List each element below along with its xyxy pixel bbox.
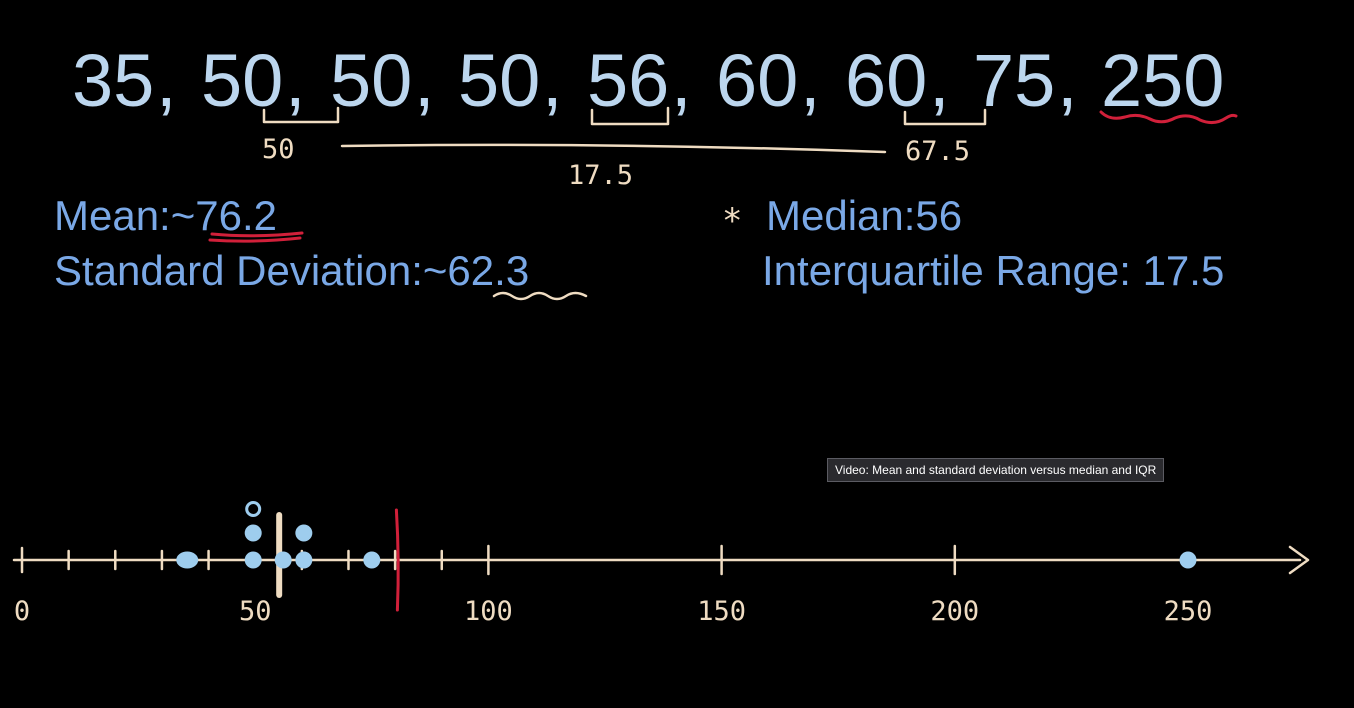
q1-label: 50 — [262, 134, 295, 165]
data-point — [295, 524, 313, 542]
axis-arrowhead — [1288, 545, 1310, 575]
data-point — [295, 551, 313, 569]
iqr-label: 17.5 — [568, 160, 633, 191]
dataset-value: 60 — [845, 39, 927, 122]
data-point — [274, 551, 292, 569]
dataset-value: 75 — [973, 39, 1055, 122]
number-line: 0 50 100 150 200 250 — [12, 501, 1310, 627]
axis-tick-label: 0 — [14, 596, 30, 627]
data-point — [245, 501, 262, 517]
sd-line: Standard Deviation:~62.3 — [54, 247, 529, 294]
dataset-comma: , — [285, 39, 306, 122]
outlier-underline — [1099, 110, 1238, 125]
axis-tick-label: 100 — [464, 596, 513, 627]
median-value: 56 — [915, 192, 962, 239]
axis-tick-label: 150 — [697, 596, 746, 627]
sd-squiggle — [492, 291, 588, 301]
quartile-annotations: 50 67.5 17.5 — [262, 106, 1238, 191]
data-point — [244, 524, 262, 542]
sd-label: Standard Deviation: — [54, 247, 423, 294]
dataset-comma: , — [929, 39, 950, 122]
mean-underline — [208, 231, 304, 243]
dataset-value: 56 — [587, 39, 669, 122]
dataset-value: 250 — [1101, 39, 1224, 122]
q1-bracket — [262, 106, 340, 124]
dataset-value: 60 — [716, 39, 798, 122]
axis-tick-labels: 0 50 100 150 200 250 — [14, 596, 1213, 627]
axis-tick-label: 250 — [1164, 596, 1213, 627]
q3-bracket — [903, 108, 987, 126]
iqr-span-line — [340, 143, 887, 154]
iqr-text: Interquartile Range: 17.5 — [762, 247, 1224, 294]
dataset-comma: , — [800, 39, 821, 122]
dataset-comma: , — [414, 39, 435, 122]
axis-tick-label: 200 — [930, 596, 979, 627]
data-points — [176, 501, 1197, 569]
axis-tick-label: 50 — [239, 596, 272, 627]
median-bracket — [590, 106, 670, 126]
dataset-comma: , — [156, 39, 177, 122]
dataset-comma: , — [1057, 39, 1078, 122]
dataset-value: 50 — [458, 39, 540, 122]
asterisk-mark: * — [722, 201, 742, 241]
median-label: Median: — [766, 192, 915, 239]
dataset-comma: , — [542, 39, 563, 122]
mean-label: Mean: — [54, 192, 171, 239]
dataset-value: 35 — [72, 39, 154, 122]
data-point — [176, 551, 199, 569]
dataset-comma: , — [671, 39, 692, 122]
dataset-value: 50 — [330, 39, 412, 122]
mean-marker — [394, 508, 400, 612]
stats-panel: Mean:~76.2 Standard Deviation:~62.3 * Me… — [54, 192, 1224, 301]
median-line: Median:56 — [766, 192, 962, 239]
mean-line: Mean:~76.2 — [54, 192, 277, 239]
data-point — [244, 551, 262, 569]
dataset-row: 35 , 50 , 50 , 50 , 56 , 60 , 60 , 75 , … — [72, 39, 1224, 122]
data-point — [363, 551, 381, 569]
q3-label: 67.5 — [905, 136, 970, 167]
sd-value: ~62.3 — [423, 247, 529, 294]
dataset-value: 50 — [201, 39, 283, 122]
video-title-tooltip: Video: Mean and standard deviation versu… — [827, 458, 1165, 482]
data-point — [1179, 551, 1197, 569]
mean-value: ~76.2 — [171, 192, 277, 239]
